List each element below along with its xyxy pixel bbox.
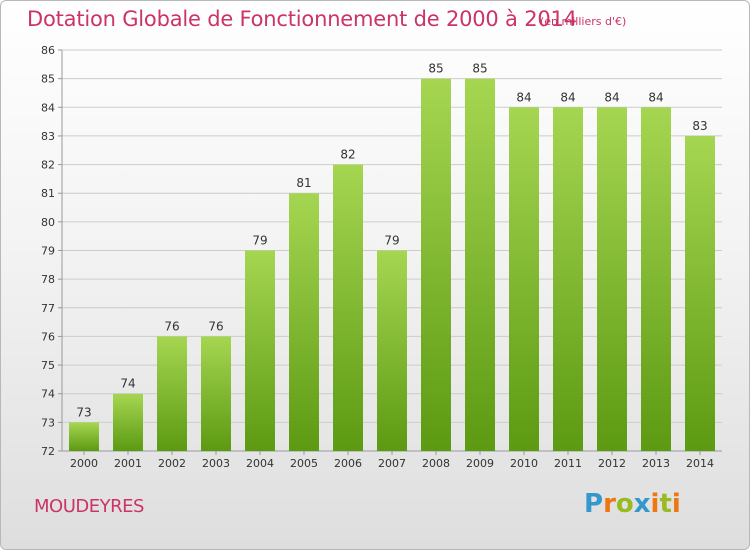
y-tick-label: 76	[41, 330, 55, 343]
commune-name: MOUDEYRES	[34, 496, 144, 517]
bar	[685, 135, 715, 451]
y-tick-label: 83	[41, 130, 55, 143]
x-tick-label: 2006	[334, 457, 362, 470]
y-tick-label: 79	[41, 245, 55, 258]
y-tick-label: 80	[41, 216, 55, 229]
bars	[69, 78, 715, 452]
x-tick-label: 2010	[510, 457, 538, 470]
logo-letter: P	[584, 489, 604, 519]
y-tick-label: 84	[41, 101, 55, 114]
bar	[69, 422, 99, 451]
y-tick-label: 72	[41, 445, 55, 458]
value-label: 81	[296, 176, 311, 190]
y-tick-labels: 72 73 74 75 76 77 78 79 80 81 82 83 84 85 86	[41, 44, 55, 458]
x-tick-label: 2009	[466, 457, 494, 470]
value-label: 79	[384, 234, 399, 248]
value-labels: 73 74 76 76 79 81 82 79 85 85 84 84 84 84 83	[76, 62, 707, 420]
bar	[201, 336, 231, 451]
x-tick-label: 2004	[246, 457, 274, 470]
value-label: 74	[120, 377, 135, 391]
y-tick-label: 82	[41, 159, 55, 172]
y-tick-label: 75	[41, 359, 55, 372]
bar	[641, 107, 671, 452]
logo-letter: i	[671, 489, 681, 519]
x-tick-label: 2008	[422, 457, 450, 470]
x-tick-label: 2003	[202, 457, 230, 470]
logo-letter: i	[650, 489, 660, 519]
bar	[553, 107, 583, 452]
y-tick-label: 74	[41, 388, 55, 401]
logo-letter: t	[659, 489, 672, 519]
value-label: 83	[692, 119, 707, 133]
x-tick-label: 2005	[290, 457, 318, 470]
logo-letter: x	[633, 489, 651, 519]
proxiti-logo[interactable]: Proxiti	[584, 489, 681, 519]
x-tick-label: 2011	[554, 457, 582, 470]
value-label: 76	[208, 319, 223, 333]
y-tick-label: 85	[41, 73, 55, 86]
x-tick-label: 2001	[114, 457, 142, 470]
value-label: 85	[472, 62, 487, 76]
bar	[465, 78, 495, 452]
value-label: 82	[340, 148, 355, 162]
bar	[157, 336, 187, 451]
value-label: 84	[648, 90, 663, 104]
y-tick-label: 77	[41, 302, 55, 315]
bar	[333, 164, 363, 452]
chart-subtitle: (en milliers d'€)	[540, 15, 627, 28]
x-tick-label: 2012	[598, 457, 626, 470]
bar	[509, 107, 539, 452]
logo-letter: o	[615, 489, 634, 519]
value-label: 79	[252, 234, 267, 248]
value-label: 84	[604, 90, 619, 104]
value-label: 84	[516, 90, 531, 104]
bar	[113, 393, 143, 451]
y-tick-label: 81	[41, 187, 55, 200]
y-tick-label: 86	[41, 44, 55, 57]
bar	[289, 193, 319, 451]
y-tick-label: 73	[41, 416, 55, 429]
logo-letter: r	[603, 489, 616, 519]
chart-title: Dotation Globale de Fonctionnement de 20…	[27, 7, 577, 31]
value-label: 73	[76, 405, 91, 419]
y-tick-label: 78	[41, 273, 55, 286]
bar	[597, 107, 627, 452]
value-label: 76	[164, 319, 179, 333]
bar	[377, 250, 407, 451]
value-label: 85	[428, 62, 443, 76]
x-tick-label: 2000	[70, 457, 98, 470]
x-tick-label: 2014	[686, 457, 714, 470]
x-tick-label: 2007	[378, 457, 406, 470]
value-label: 84	[560, 90, 575, 104]
bar	[421, 78, 451, 452]
bar	[245, 250, 275, 451]
x-tick-label: 2013	[642, 457, 670, 470]
x-tick-label: 2002	[158, 457, 186, 470]
x-tick-labels: 2000 2001 2002 2003 2004 2005 2006 2007 2008 2009…	[70, 457, 714, 470]
